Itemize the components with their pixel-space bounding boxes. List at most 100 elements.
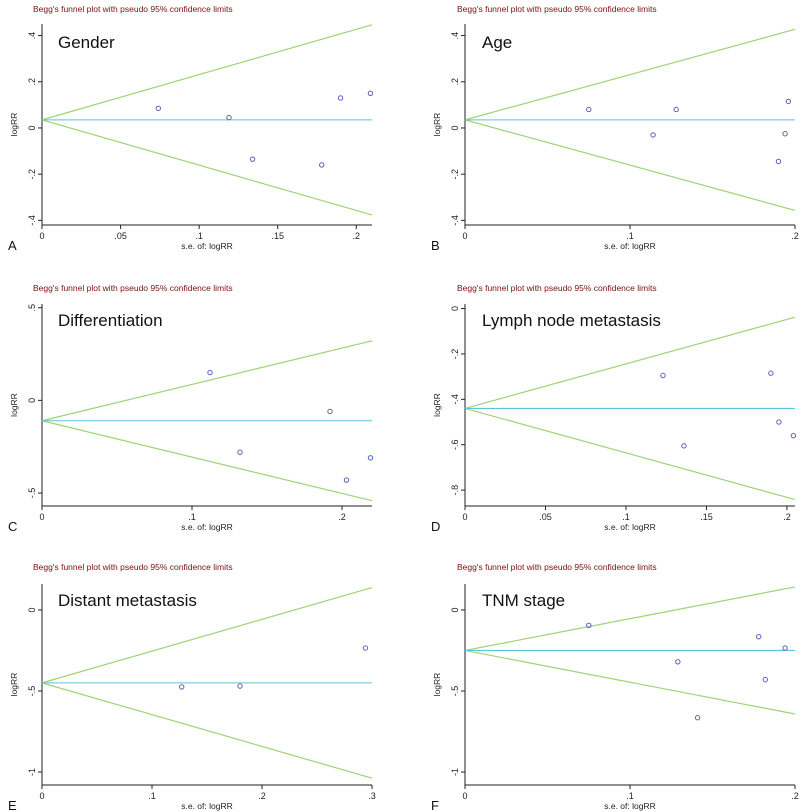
x-tick-label: .1	[622, 512, 630, 522]
y-tick-label: -.4	[27, 215, 37, 226]
panel-header: Begg's funnel plot with pseudo 95% confi…	[457, 283, 657, 293]
x-axis-label: s.e. of: logRR	[181, 801, 233, 811]
study-point	[681, 443, 687, 449]
panel-header: Begg's funnel plot with pseudo 95% confi…	[33, 562, 233, 572]
x-axis-label: s.e. of: logRR	[181, 522, 233, 532]
upper-confidence-limit	[41, 586, 373, 684]
study-point	[327, 408, 333, 415]
y-tick-label: .2	[450, 78, 460, 86]
x-tick-label: .1	[188, 512, 196, 522]
panel-letter: D	[431, 519, 440, 534]
lower-confidence-limit	[464, 407, 796, 501]
study-point	[790, 432, 797, 439]
study-point	[319, 162, 325, 168]
y-axis-label: logRR	[9, 393, 19, 417]
y-tick-label: -.2	[450, 169, 460, 180]
x-tick-label: .15	[271, 231, 284, 241]
x-axis-label: s.e. of: logRR	[181, 241, 233, 251]
x-tick-label: 0	[462, 791, 467, 801]
x-tick-label: 0	[39, 231, 44, 241]
y-tick-label: .2	[27, 78, 37, 86]
y-tick-label: 0	[27, 125, 37, 130]
x-tick-label: 0	[39, 791, 44, 801]
lower-confidence-limit	[41, 420, 373, 502]
subplot-title: Lymph node metastasis	[482, 311, 661, 330]
x-tick-label: .2	[353, 231, 361, 241]
funnel-panel-a: Begg's funnel plot with pseudo 95% confi…	[8, 4, 374, 253]
study-point	[694, 715, 701, 721]
panel-header: Begg's funnel plot with pseudo 95% confi…	[33, 283, 233, 293]
panel-header: Begg's funnel plot with pseudo 95% confi…	[457, 4, 657, 14]
x-tick-label: 0	[39, 512, 44, 522]
study-point	[337, 95, 344, 101]
subplot-title: Differentiation	[58, 311, 163, 330]
x-axis-label: s.e. of: logRR	[604, 241, 656, 251]
study-point	[237, 449, 243, 455]
subplot-title: TNM stage	[482, 591, 565, 610]
panel-letter: F	[431, 798, 439, 811]
study-point	[756, 633, 762, 640]
panel-letter: C	[8, 519, 17, 534]
study-point	[660, 372, 666, 379]
subplot-title: Age	[482, 33, 512, 52]
y-tick-label: .4	[450, 32, 460, 40]
y-axis-label: logRR	[9, 113, 19, 137]
y-tick-label: 0	[450, 125, 460, 130]
upper-confidence-limit	[464, 586, 796, 652]
study-point	[226, 114, 232, 121]
funnel-panel-b: Begg's funnel plot with pseudo 95% confi…	[431, 4, 799, 253]
study-point	[179, 684, 185, 690]
x-tick-label: .15	[700, 512, 713, 522]
lower-confidence-limit	[464, 649, 796, 715]
funnel-panel-c: Begg's funnel plot with pseudo 95% confi…	[8, 283, 374, 534]
funnel-panel-e: Begg's funnel plot with pseudo 95% confi…	[8, 562, 376, 811]
study-point	[362, 645, 369, 651]
y-axis-label: logRR	[432, 113, 442, 137]
y-axis-label: logRR	[432, 673, 442, 697]
study-point	[775, 158, 782, 165]
x-tick-label: .2	[258, 791, 266, 801]
study-point	[367, 455, 374, 461]
y-tick-label: -.4	[450, 394, 460, 405]
panel-letter: B	[431, 238, 440, 253]
x-tick-label: .1	[626, 231, 634, 241]
study-point	[367, 90, 374, 97]
y-tick-label: -.8	[450, 485, 460, 496]
x-axis-label: s.e. of: logRR	[604, 522, 656, 532]
y-tick-label: 0	[27, 607, 37, 612]
subplot-title: Distant metastasis	[58, 591, 197, 610]
upper-confidence-limit	[464, 28, 796, 121]
y-tick-label: -.2	[27, 169, 37, 180]
study-point	[155, 105, 161, 112]
study-point	[675, 659, 681, 665]
study-point	[768, 370, 774, 376]
y-tick-label: 0	[450, 306, 460, 311]
y-tick-label: -.4	[450, 215, 460, 226]
panel-header: Begg's funnel plot with pseudo 95% confi…	[457, 562, 657, 572]
y-tick-label: -.5	[27, 686, 37, 697]
x-tick-label: .1	[148, 791, 156, 801]
x-tick-label: .1	[626, 791, 634, 801]
panel-letter: A	[8, 238, 17, 253]
x-tick-label: 0	[462, 231, 467, 241]
upper-confidence-limit	[464, 316, 796, 409]
x-tick-label: .05	[539, 512, 552, 522]
y-tick-label: -.6	[450, 439, 460, 450]
lower-confidence-limit	[464, 119, 796, 212]
x-tick-label: .05	[114, 231, 127, 241]
y-tick-label: .5	[27, 304, 37, 312]
study-point	[673, 106, 679, 113]
y-tick-label: -1	[450, 768, 460, 776]
study-point	[650, 132, 656, 138]
study-point	[207, 369, 213, 376]
study-point	[782, 645, 788, 651]
panel-letter: E	[8, 798, 17, 811]
x-tick-label: .2	[791, 231, 799, 241]
study-point	[586, 622, 592, 629]
lower-confidence-limit	[41, 682, 373, 779]
upper-confidence-limit	[41, 24, 373, 121]
x-tick-label: .2	[791, 791, 799, 801]
study-point	[776, 419, 782, 425]
funnel-panel-d: Begg's funnel plot with pseudo 95% confi…	[431, 283, 797, 534]
